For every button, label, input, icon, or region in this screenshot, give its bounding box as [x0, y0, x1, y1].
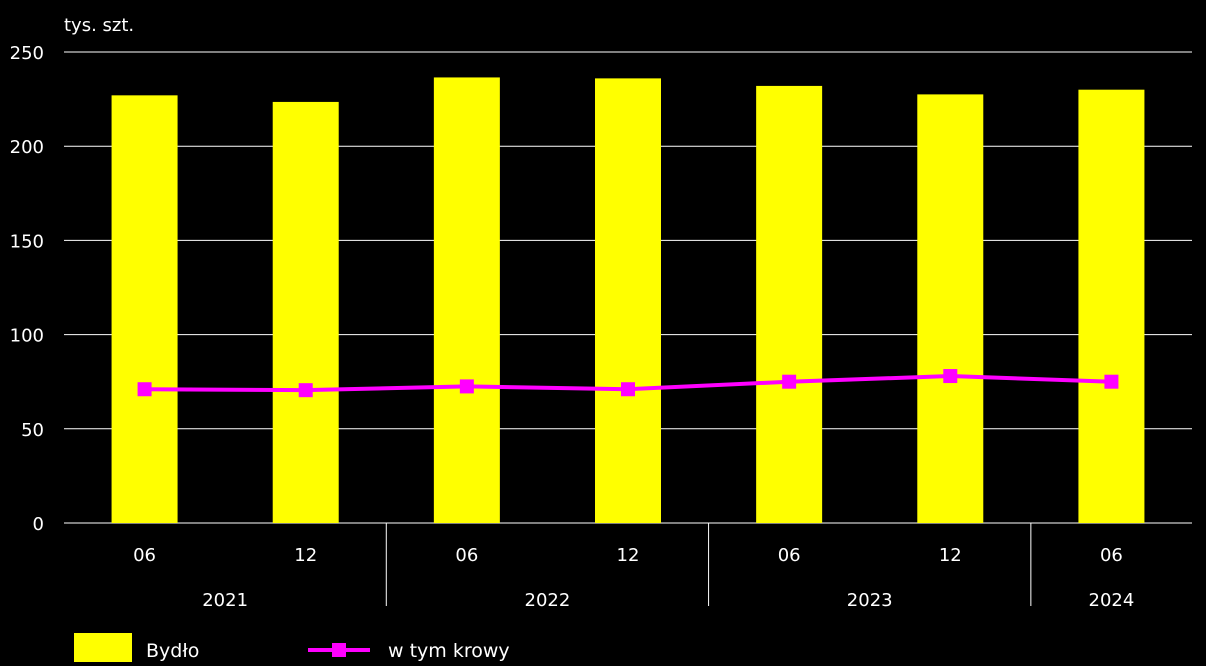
bar-bydlo [1078, 89, 1145, 524]
x-tick-label: 12 [939, 545, 962, 566]
x-tick-label: 06 [1100, 545, 1123, 566]
y-tick-label: 250 [10, 43, 44, 64]
bar-bydlo [917, 94, 984, 523]
bar-bydlo [111, 95, 178, 523]
year-label: 2022 [525, 590, 571, 611]
year-label: 2023 [847, 590, 893, 611]
x-tick-label: 06 [778, 545, 801, 566]
y-tick-label: 150 [10, 231, 44, 252]
bar-bydlo [433, 77, 500, 524]
point-krowy [621, 382, 635, 397]
y-axis-label: tys. szt. [64, 15, 134, 36]
line-series [137, 369, 1119, 398]
point-krowy [782, 374, 797, 389]
legend-marker-krowy [332, 643, 346, 657]
x-tick-label: 12 [617, 545, 640, 566]
x-tick-label: 06 [455, 545, 478, 566]
year-label: 2024 [1089, 590, 1135, 611]
y-tick-label: 0 [33, 514, 44, 535]
bar-bydlo [272, 101, 339, 524]
x-tick-labels: 06 12 06 12 06 12 06 [133, 545, 1123, 566]
legend-label-bydlo: Bydło [146, 640, 199, 662]
bar-bydlo [595, 78, 661, 523]
y-tick-label: 100 [10, 326, 44, 347]
legend-swatch-bydlo [74, 633, 132, 663]
point-krowy [459, 379, 474, 394]
bar-bydlo [756, 85, 823, 524]
point-krowy [298, 383, 313, 398]
legend: Bydło w tym krowy [74, 633, 510, 663]
point-krowy [137, 382, 152, 397]
year-label: 2021 [202, 590, 248, 611]
point-krowy [943, 369, 958, 384]
y-tick-labels: 0 50 100 150 200 250 [10, 43, 44, 535]
y-tick-label: 200 [10, 137, 44, 158]
legend-label-krowy: w tym krowy [388, 640, 510, 662]
x-tick-label: 06 [133, 545, 156, 566]
year-group-labels: 2021 2022 2023 2024 [202, 523, 1134, 611]
x-tick-label: 12 [294, 545, 317, 566]
point-krowy [1104, 374, 1119, 389]
y-tick-label: 50 [21, 420, 44, 441]
bars [111, 77, 1145, 524]
